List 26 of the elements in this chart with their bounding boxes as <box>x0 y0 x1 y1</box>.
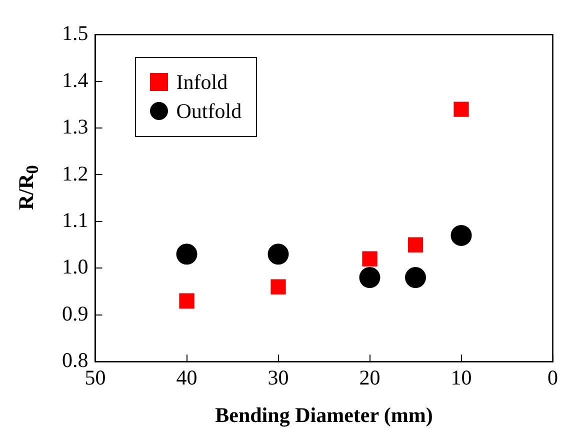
y-tick-label: 1.1 <box>62 208 88 232</box>
legend-label: Infold <box>176 70 228 95</box>
y-tick-label: 1.4 <box>62 68 89 92</box>
legend-label: Outfold <box>176 98 242 124</box>
y-tick-label: 0.9 <box>62 301 88 326</box>
x-tick-label: 40 <box>176 366 198 390</box>
x-axis-title: Bending Diameter (mm) <box>215 402 433 427</box>
y-tick-label: 1.2 <box>62 161 88 186</box>
x-tick-label: 0 <box>548 366 558 390</box>
point <box>270 279 286 294</box>
point <box>454 102 469 117</box>
x-tick-label: 30 <box>268 366 289 390</box>
point <box>359 267 380 288</box>
y-tick-label: 1.5 <box>62 21 88 46</box>
x-tick-label: 50 <box>84 366 106 390</box>
x-tick-label: 10 <box>450 366 472 390</box>
point <box>268 244 289 265</box>
y-tick-label: 1.0 <box>62 254 88 279</box>
point <box>405 267 426 288</box>
point <box>176 244 198 265</box>
point <box>408 237 424 252</box>
x-tick-label: 20 <box>359 366 380 390</box>
y-tick-label: 1.3 <box>62 114 88 139</box>
point <box>450 224 472 246</box>
point <box>179 293 194 308</box>
point <box>362 251 378 266</box>
